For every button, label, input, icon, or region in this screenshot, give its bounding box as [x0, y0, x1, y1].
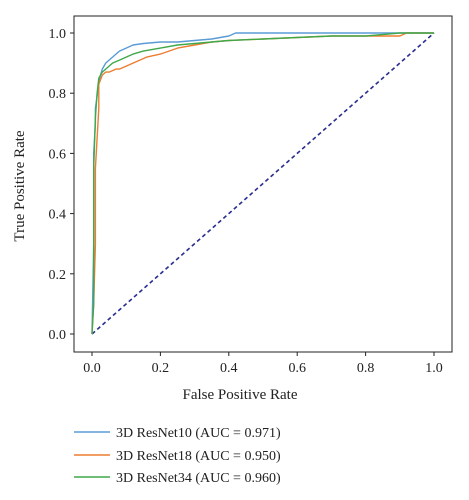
plot-area: [91, 32, 435, 335]
series-line-3: [91, 32, 434, 335]
legend-label-2: 3D ResNet18 (AUC = 0.950): [116, 449, 281, 464]
legend: 3D ResNet10 (AUC = 0.971) 3D ResNet18 (AU…: [74, 426, 281, 486]
y-tick-label: 0.4: [49, 208, 67, 223]
x-axis-label: False Positive Rate: [183, 387, 298, 403]
chance-diagonal-line: [91, 32, 435, 335]
y-axis-label: True Positive Rate: [12, 130, 28, 241]
axes: 0.0 0.2 0.4 0.6 0.8 1.0 0.0 0.2 0.4 0.6 0.8 1.0: [49, 15, 453, 376]
plot-frame: [73, 15, 453, 353]
x-tick-label: 0.0: [83, 361, 101, 376]
y-tick-label: 0.0: [49, 328, 67, 343]
x-tick-label: 1.0: [425, 361, 443, 376]
x-tick-label: 0.8: [357, 361, 375, 376]
y-tick-label: 0.8: [49, 87, 67, 102]
y-tick-label: 1.0: [49, 27, 67, 42]
legend-label-3: 3D ResNet34 (AUC = 0.960): [116, 471, 281, 486]
y-tick-label: 0.2: [49, 268, 67, 283]
legend-label-1: 3D ResNet10 (AUC = 0.971): [116, 426, 281, 441]
y-tick-label: 0.6: [49, 147, 67, 162]
x-tick-label: 0.4: [220, 361, 238, 376]
x-tick-label: 0.2: [152, 361, 170, 376]
x-tick-label: 0.6: [288, 361, 306, 376]
